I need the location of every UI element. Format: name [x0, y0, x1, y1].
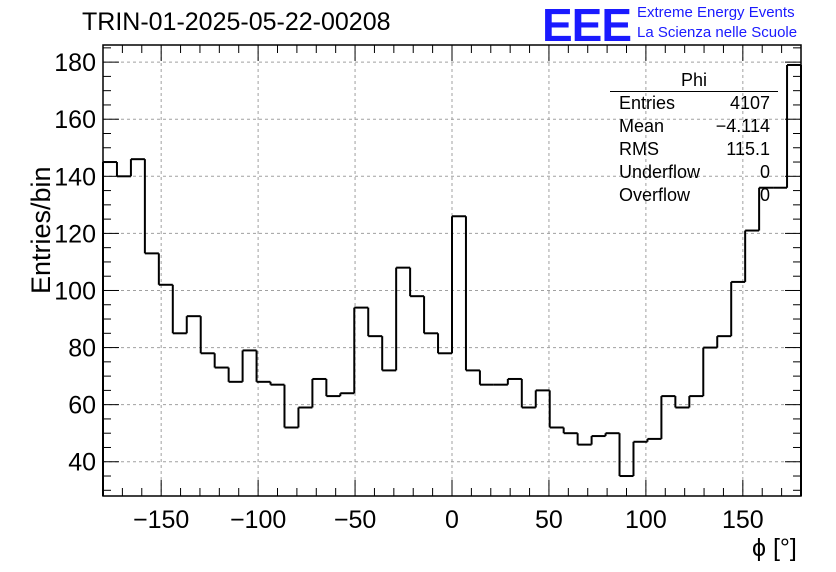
x-tick-label: −150: [133, 506, 189, 534]
stats-value: 115.1: [726, 139, 770, 159]
x-tick-label: 0: [445, 506, 459, 534]
axes: [102, 44, 802, 497]
stats-title: Phi: [610, 70, 778, 92]
x-tick-label: 150: [722, 506, 764, 534]
logo-caption-line2: La Scienza nelle Scuole: [637, 24, 798, 41]
stats-value: −4.114: [715, 116, 770, 136]
stats-row-underflow: Underflow 0: [610, 161, 778, 184]
y-tick-label: 160: [54, 106, 96, 134]
stats-key: RMS: [619, 139, 659, 159]
eee-logo: EEE: [542, 0, 632, 51]
x-tick-label: −50: [334, 506, 376, 534]
stats-value: 4107: [729, 93, 770, 113]
x-tick-label: −100: [230, 506, 286, 534]
x-tick-label: 50: [535, 506, 563, 534]
stats-key: Overflow: [619, 185, 691, 205]
y-axis-label-wrap: Entries/bin: [6, 166, 56, 294]
plot-title: TRIN-01-2025-05-22-00208: [82, 8, 391, 36]
x-axis-label: ϕ [°]: [752, 534, 797, 562]
stats-key: Mean: [619, 116, 665, 136]
y-tick-label: 80: [68, 335, 96, 363]
y-tick-label: 140: [54, 163, 96, 191]
stats-row-entries: Entries 4107: [610, 92, 778, 115]
y-tick-label: 180: [54, 49, 96, 77]
y-tick-label: 120: [54, 220, 96, 248]
stats-value: 0: [759, 185, 770, 205]
y-tick-label: 100: [54, 277, 96, 305]
stats-value: 0: [759, 162, 770, 182]
stats-row-mean: Mean −4.114: [610, 115, 778, 138]
stats-row-overflow: Overflow 0: [610, 184, 778, 207]
logo-caption-line1: Extreme Energy Events: [637, 4, 795, 21]
stats-row-rms: RMS 115.1: [610, 138, 778, 161]
y-axis-label: Entries/bin: [26, 166, 56, 294]
tick-labels: −150 −100 −50 0 50 100 150 40 60 80 100 120 140 160 18…: [54, 49, 763, 534]
stats-key: Entries: [619, 93, 676, 113]
stats-box: Phi Entries 4107 Mean −4.114 RMS 115.1 U…: [610, 70, 778, 207]
y-tick-label: 40: [68, 449, 96, 477]
stats-key: Underflow: [619, 162, 701, 182]
y-tick-label: 60: [68, 392, 96, 420]
x-tick-label: 100: [625, 506, 667, 534]
